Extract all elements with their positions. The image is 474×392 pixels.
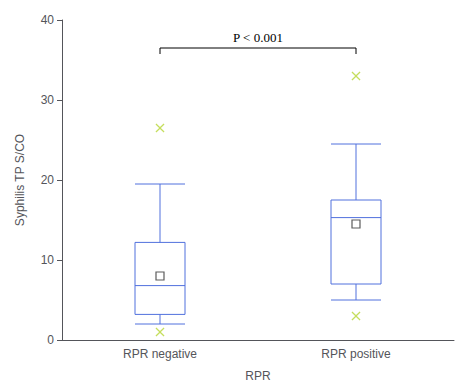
svg-text:RPR: RPR bbox=[245, 369, 271, 383]
svg-text:10: 10 bbox=[41, 253, 55, 267]
svg-text:40: 40 bbox=[41, 13, 55, 27]
svg-text:P < 0.001: P < 0.001 bbox=[233, 30, 283, 45]
svg-text:30: 30 bbox=[41, 93, 55, 107]
svg-text:RPR positive: RPR positive bbox=[321, 347, 391, 361]
svg-text:0: 0 bbox=[47, 333, 54, 347]
svg-text:RPR negative: RPR negative bbox=[123, 347, 197, 361]
svg-text:20: 20 bbox=[41, 173, 55, 187]
svg-text:Syphilis TP S/CO: Syphilis TP S/CO bbox=[13, 134, 27, 226]
